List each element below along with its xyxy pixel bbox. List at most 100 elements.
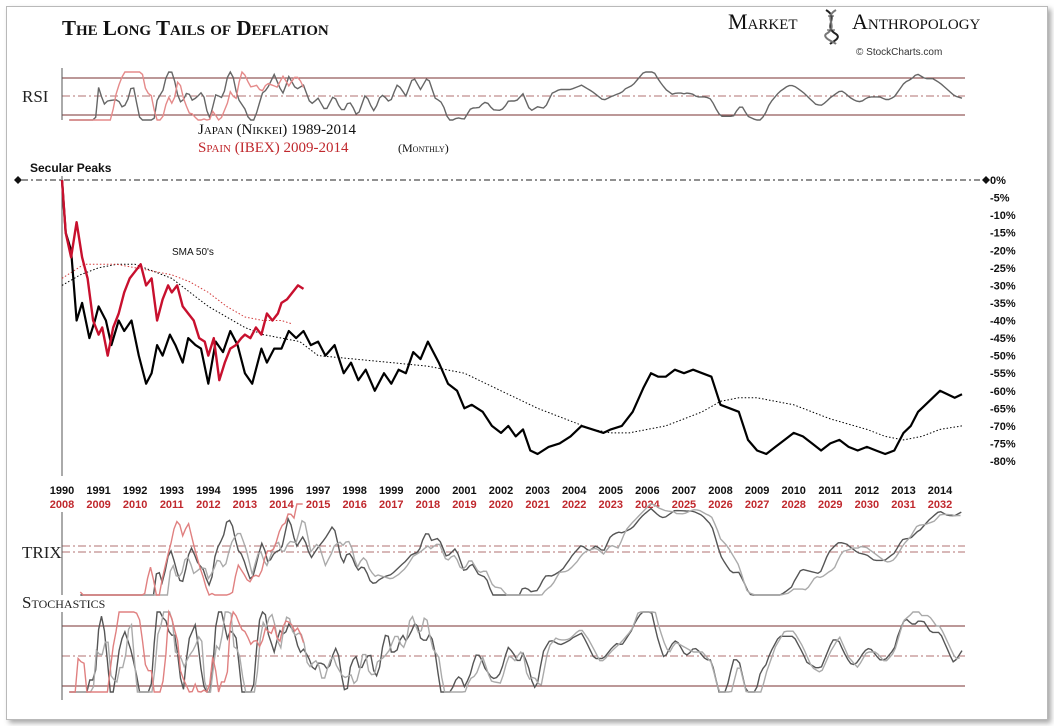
rsi-label: RSI: [22, 87, 49, 106]
x-tick-label-spain: 2018: [416, 499, 440, 511]
peak-marker-right: [982, 176, 990, 184]
trix-signal-japan: [91, 503, 961, 596]
x-tick-label-japan: 2000: [416, 485, 440, 497]
rsi-panel: [61, 68, 965, 122]
x-tick-label-spain: 2022: [562, 499, 586, 511]
x-tick-label-spain: 2024: [635, 499, 660, 511]
series-line-japan: [60, 179, 963, 456]
x-tick-label-spain: 2032: [928, 499, 952, 511]
x-tick-label-japan: 2004: [562, 485, 587, 497]
brand-right: Anthropology: [852, 9, 981, 34]
y-tick-label: -55%: [990, 368, 1016, 380]
x-axis: 1990 2008 1991 2009 1992 2010 1993 2011 1994 2012…: [50, 485, 953, 511]
legend-spain-suffix: (Monthly): [398, 141, 449, 155]
y-axis: 0% -5% -10% -15% -20% -25% -30% -35% -40% -45% -50…: [990, 175, 1016, 468]
y-tick-label: -60%: [990, 386, 1016, 398]
y-tick-label: -70%: [990, 421, 1016, 433]
x-tick-label-japan: 1999: [379, 485, 403, 497]
x-tick-label-japan: 1991: [86, 485, 110, 497]
x-tick-label-japan: 1993: [160, 485, 184, 497]
y-tick-label: -40%: [990, 316, 1016, 328]
x-tick-label-japan: 1994: [196, 485, 221, 497]
x-tick-label-japan: 2014: [928, 485, 953, 497]
stoch-signal-japan: [73, 611, 961, 693]
x-tick-label-japan: 2010: [781, 485, 805, 497]
chart-title: The Long Tails of Deflation: [62, 16, 329, 40]
x-tick-label-spain: 2020: [489, 499, 513, 511]
x-tick-label-spain: 2017: [379, 499, 403, 511]
y-tick-label: -25%: [990, 263, 1016, 275]
x-tick-label-japan: 2006: [635, 485, 659, 497]
y-tick-label: -75%: [990, 438, 1016, 450]
stoch-line-japan: [69, 610, 963, 693]
x-tick-label-spain: 2023: [599, 499, 623, 511]
legend-spain: Spain (IBEX) 2009-2014: [198, 140, 349, 156]
sma-line-japan: [61, 263, 963, 441]
stoch-line-spain: [69, 609, 305, 694]
y-tick-label: -35%: [990, 298, 1016, 310]
x-tick-label-japan: 1990: [50, 485, 74, 497]
secular-peaks-label: Secular Peaks: [30, 161, 112, 175]
x-tick-label-spain: 2009: [86, 499, 110, 511]
x-tick-label-spain: 2027: [745, 499, 769, 511]
x-tick-label-spain: 2015: [306, 499, 330, 511]
series-line-spain: [60, 179, 305, 382]
y-tick-label: -50%: [990, 351, 1016, 363]
x-tick-label-spain: 2019: [452, 499, 476, 511]
y-tick-label: -10%: [990, 210, 1016, 222]
x-tick-label-japan: 2011: [818, 485, 842, 497]
x-tick-label-spain: 2012: [196, 499, 220, 511]
trix-line-japan: [80, 507, 962, 596]
y-tick-label: -20%: [990, 245, 1016, 257]
x-tick-label-japan: 2008: [708, 485, 732, 497]
x-tick-label-spain: 2011: [160, 499, 184, 511]
x-tick-label-spain: 2031: [891, 499, 915, 511]
x-tick-label-japan: 2013: [891, 485, 915, 497]
main-price-panel: Secular Peaks SMA 50's 0% -5% -10% -15% -20%…: [14, 161, 1016, 476]
y-tick-label: -5%: [990, 193, 1010, 205]
x-tick-label-japan: 2012: [855, 485, 879, 497]
x-tick-label-japan: 1998: [342, 485, 366, 497]
x-tick-label-spain: 2010: [123, 499, 147, 511]
x-tick-label-japan: 1996: [269, 485, 293, 497]
rsi-line-spain: [69, 70, 305, 122]
x-tick-label-japan: 2003: [525, 485, 549, 497]
x-tick-label-japan: 2009: [745, 485, 769, 497]
x-tick-label-spain: 2025: [672, 499, 696, 511]
y-tick-label: -80%: [990, 456, 1016, 468]
x-tick-label-japan: 2002: [489, 485, 513, 497]
credit-text: © StockCharts.com: [856, 47, 942, 58]
x-tick-label-spain: 2029: [818, 499, 842, 511]
x-tick-label-spain: 2013: [233, 499, 257, 511]
sma-label: SMA 50's: [172, 247, 214, 258]
x-tick-label-japan: 1992: [123, 485, 147, 497]
chart-frame: [6, 6, 1048, 720]
rsi-line-japan: [69, 70, 963, 121]
x-tick-label-spain: 2028: [781, 499, 805, 511]
series-group: [60, 179, 963, 456]
x-tick-label-japan: 2007: [672, 485, 696, 497]
x-tick-label-japan: 2001: [452, 485, 476, 497]
x-tick-label-japan: 1997: [306, 485, 330, 497]
trix-label: TRIX: [22, 543, 62, 562]
trix-panel: [61, 503, 965, 596]
stochastics-label: Stochastics: [22, 593, 105, 612]
y-tick-label: 0%: [990, 175, 1006, 187]
trix-line-spain: [79, 503, 303, 596]
stochastics-panel: [61, 609, 965, 700]
peak-marker-left: [14, 176, 22, 184]
x-tick-label-japan: 2005: [599, 485, 623, 497]
y-tick-label: -65%: [990, 403, 1016, 415]
y-tick-label: -45%: [990, 333, 1016, 345]
x-tick-label-spain: 2016: [342, 499, 366, 511]
x-tick-label-spain: 2014: [269, 499, 294, 511]
x-tick-label-spain: 2026: [708, 499, 732, 511]
dna-icon: [824, 9, 839, 45]
x-tick-label-japan: 1995: [233, 485, 257, 497]
y-tick-label: -30%: [990, 280, 1016, 292]
x-tick-label-spain: 2030: [855, 499, 879, 511]
y-tick-label: -15%: [990, 228, 1016, 240]
brand-left: Market: [728, 9, 798, 34]
x-tick-label-spain: 2021: [525, 499, 549, 511]
